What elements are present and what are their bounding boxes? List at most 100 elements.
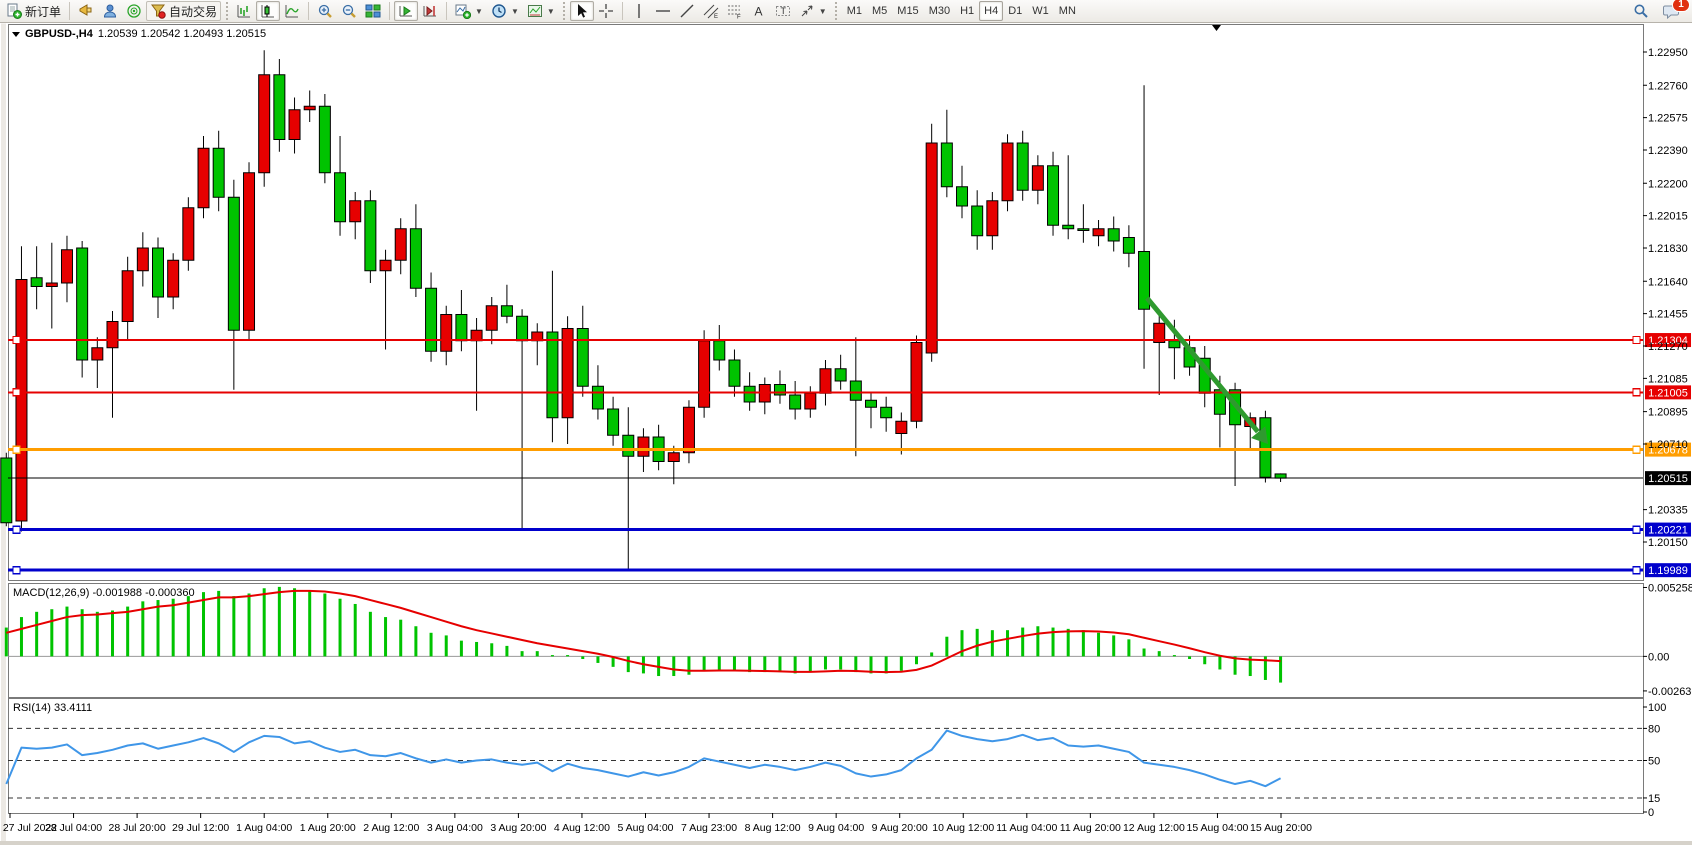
price-badge xyxy=(1645,563,1691,578)
panel-frame xyxy=(8,698,1644,814)
candle-bear xyxy=(1259,417,1272,478)
line-handle[interactable] xyxy=(1632,388,1641,397)
rsi-indicator-label: RSI(14) 33.4111 xyxy=(13,702,93,714)
price-axis-label: 1.21830 xyxy=(1648,243,1688,255)
price-axis-label: 1.20335 xyxy=(1648,505,1688,517)
rsi-axis-label: 15 xyxy=(1648,793,1660,805)
zoom-in-icon xyxy=(318,4,332,18)
zoom-in-button[interactable] xyxy=(313,1,337,21)
strategy-tester-button[interactable] xyxy=(122,1,146,21)
candle-bear xyxy=(500,305,513,317)
crosshair-button[interactable] xyxy=(594,1,618,21)
periods-button[interactable]: ▼ xyxy=(487,1,523,21)
symbol-name: GBPUSD-,H4 xyxy=(25,28,93,40)
equidistant-channel-icon: E xyxy=(703,4,719,19)
line-handle[interactable] xyxy=(12,445,21,454)
chart-shift-marker-icon[interactable] xyxy=(1212,25,1221,31)
time-axis-label: 10 Aug 12:00 xyxy=(932,822,994,834)
candle-bear xyxy=(546,331,559,419)
timeframe-h4-button[interactable]: H4 xyxy=(979,1,1004,21)
chart-bars-button[interactable] xyxy=(232,1,256,21)
candle-bull xyxy=(15,279,28,522)
tile-windows-button[interactable] xyxy=(361,1,385,21)
candle-bear xyxy=(0,457,13,524)
timeframe-d1-button[interactable]: D1 xyxy=(1008,5,1023,17)
channel-button[interactable]: E xyxy=(699,1,723,21)
line-handle[interactable] xyxy=(1632,525,1641,534)
auto-scroll-button[interactable] xyxy=(394,1,419,21)
chart-candles-button[interactable] xyxy=(256,1,281,21)
arrows-icon xyxy=(801,5,813,17)
vertical-line-button[interactable] xyxy=(627,1,651,21)
line-handle[interactable] xyxy=(12,525,21,534)
text-label-button[interactable]: T xyxy=(771,1,795,21)
notification-badge: 1 xyxy=(1672,0,1690,12)
candle-bear xyxy=(1107,228,1120,242)
candle-bull xyxy=(303,105,316,111)
indicators-button[interactable]: ▼ xyxy=(451,1,487,21)
new-order-button[interactable]: 新订单 xyxy=(2,1,65,21)
clock-icon xyxy=(492,4,506,18)
arrows-button[interactable]: ▼ xyxy=(795,1,831,21)
svg-text:A: A xyxy=(754,5,762,19)
line-handle[interactable] xyxy=(12,565,21,575)
search-button[interactable] xyxy=(1629,1,1653,21)
trend-arrow-annotation[interactable] xyxy=(1145,296,1268,444)
timeframe-m30-button[interactable]: M30 xyxy=(928,5,951,17)
toolbar-separator xyxy=(308,2,310,20)
price-axis-label: 1.21455 xyxy=(1648,309,1688,321)
zoom-out-button[interactable] xyxy=(337,1,361,21)
candle-bear xyxy=(728,359,741,387)
timeframe-w1-button[interactable]: W1 xyxy=(1032,5,1049,17)
candle-bull xyxy=(1153,322,1166,343)
line-handle[interactable] xyxy=(12,388,21,397)
dropdown-caret-icon: ▼ xyxy=(546,6,555,16)
toolbar-separator xyxy=(389,2,391,20)
time-axis-label: 15 Aug 20:00 xyxy=(1250,822,1312,834)
horizontal-line-button[interactable] xyxy=(651,1,675,21)
candle-bear xyxy=(227,196,240,331)
market-depth-button[interactable] xyxy=(74,1,98,21)
candle-bull xyxy=(167,259,180,298)
templates-button[interactable]: ▼ xyxy=(523,1,559,21)
timeframe-mn-button[interactable]: MN xyxy=(1058,5,1076,17)
funnel-icon xyxy=(151,4,166,19)
price-axis-label: 1.20710 xyxy=(1648,439,1688,451)
chart-line-button[interactable] xyxy=(280,1,304,21)
line-handle[interactable] xyxy=(1632,335,1641,345)
auto-trading-button[interactable]: 自动交易 xyxy=(146,1,222,21)
timeframe-h1-button[interactable]: H1 xyxy=(960,5,975,17)
trendline-icon xyxy=(680,4,694,18)
candle-bear xyxy=(971,205,984,237)
line-handle[interactable] xyxy=(1632,565,1641,575)
timeframe-m1-button[interactable]: M1 xyxy=(846,5,862,17)
toolbar-grip xyxy=(562,2,566,20)
timeframe-m5-button[interactable]: M5 xyxy=(872,5,888,17)
line-handle[interactable] xyxy=(1632,445,1641,454)
timeframe-bar: M1 M5 M15 M30 H1 H4 D1 W1 MN xyxy=(842,1,1081,21)
candle-bear xyxy=(834,368,847,382)
candle-bull xyxy=(106,321,119,349)
trendline-button[interactable] xyxy=(675,1,699,21)
fibonacci-button[interactable]: F xyxy=(723,1,747,21)
cursor-button[interactable] xyxy=(569,1,594,21)
profiles-button[interactable] xyxy=(98,1,122,21)
text-button[interactable]: A xyxy=(747,1,771,21)
macd-axis-label: -0.002636 xyxy=(1648,686,1692,698)
candle-bear xyxy=(1138,251,1151,310)
crosshair-icon xyxy=(598,4,613,18)
chart-shift-button[interactable] xyxy=(418,1,442,21)
chat-button[interactable]: 1 xyxy=(1659,0,1690,21)
candle-bear xyxy=(152,247,164,298)
candle-bear xyxy=(1016,142,1029,191)
candle-bear xyxy=(212,147,225,198)
timeframe-m15-button[interactable]: M15 xyxy=(897,5,919,17)
candle-bear xyxy=(1062,224,1075,230)
candle-bear xyxy=(1047,165,1060,226)
candle-bull xyxy=(349,200,362,223)
time-axis-label: 27 Jul 2022 xyxy=(3,822,57,834)
vertical-line-icon xyxy=(638,4,640,18)
line-handle[interactable] xyxy=(12,335,21,345)
